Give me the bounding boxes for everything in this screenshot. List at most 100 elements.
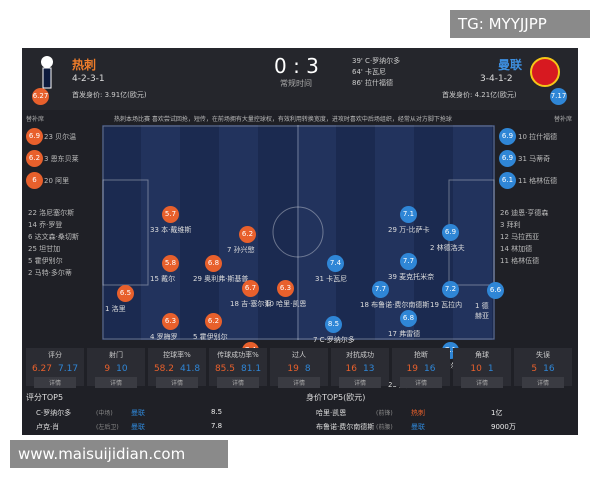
player-rating: 7.2 [442,281,459,298]
stat-values: 16 13 [331,364,389,374]
player-rating: 6.2 [239,226,256,243]
top-name: 布鲁诺·费尔南德斯 [316,423,375,431]
stat-values: 58.2 41.8 [148,364,206,374]
player-name: 1 洛里 [105,305,126,313]
player-name: 2 林德洛夫 [430,244,465,252]
bench-player: 12 马拉西亚 [500,233,540,241]
sub-rating: 6.1 [499,172,516,189]
player-name: 18 布鲁诺·费尔南德斯 [360,301,430,309]
stat-home: 19 [287,364,299,374]
stat-values: 9 10 [87,364,145,374]
top-team: 热刺 [411,409,425,417]
detail-button[interactable]: 详情 [156,377,198,388]
sub-name: 31 马蒂奇 [518,155,551,163]
top-name: 卢克·肖 [36,423,60,431]
away-value: 首发身价: 4.21亿(欧元) [442,91,517,99]
player-name: 29 奥利弗·斯基普 [193,275,249,283]
detail-button[interactable]: 详情 [95,377,137,388]
player-rating: 6.8 [205,255,222,272]
stat-label: 抢断 [414,351,428,359]
stat-away: 8 [304,364,311,374]
stat-away: 13 [363,364,375,374]
stat-label: 角球 [475,351,489,359]
detail-button[interactable]: 详情 [34,377,76,388]
stat-away: 41.8 [180,364,201,374]
stat-label: 传球成功率% [217,351,259,359]
top-value: 1亿 [491,409,503,417]
detail-button[interactable]: 详情 [522,377,564,388]
top-pos: (前腰) [376,424,393,431]
player-name: 39 麦克托米奈 [388,273,435,281]
player-rating: 8.5 [325,316,342,333]
stat-box: 失误 5 16 详情 [514,348,572,388]
summary: 热刺本场比赛 喜欢尝试回抢，短传，在前场拥有大量控球权，有效利用转换宽度，进攻时… [114,116,452,123]
stat-away: 10 [116,364,128,374]
player-name: 1 德赫亚 [475,302,489,320]
sub-name: 20 阿里 [44,177,70,185]
bench-player: 3 拜利 [500,221,521,229]
stat-home: 58.2 [153,364,174,374]
detail-button[interactable]: 详情 [400,377,442,388]
stat-away: 81.1 [241,364,262,374]
bench-label: 替补席 [26,116,45,123]
player-name: 19 瓦拉内 [430,301,463,309]
stat-home: 9 [104,364,111,374]
stat-away: 16 [543,364,555,374]
player-name: 7 孙兴慜 [227,246,255,254]
stat-home: 16 [345,364,357,374]
stat-box: 抢断 19 16 详情 [392,348,450,388]
stat-values: 5 16 [514,364,572,374]
sub-rating: 6.9 [499,150,516,167]
bench-label: 替补席 [554,116,573,123]
sub-rating: 6.2 [26,150,43,167]
stat-box: 角球 10 1 详情 [453,348,511,388]
top-pos: (左后卫) [96,424,119,431]
sub-rating: 6.9 [26,128,43,145]
top-team: 曼联 [131,409,145,417]
stat-home: 5 [531,364,538,374]
away-name: 曼联 [498,58,523,72]
stat-values: 19 8 [270,364,328,374]
player-name: 17 弗雷德 [388,330,421,338]
sub-name: 10 拉什福德 [518,133,558,141]
player-name: 5 霍伊别尔 [193,333,228,341]
detail-button[interactable]: 详情 [217,377,259,388]
bench-player: 26 迪恩·亨德森 [500,209,549,217]
player-name: 18 吉·塞尔索 [230,300,272,308]
player-rating: 5.7 [162,206,179,223]
stat-values: 6.27 7.17 [26,364,84,374]
home-rating: 6.27 [32,88,49,105]
stat-home: 19 [406,364,418,374]
away-logo [530,57,560,87]
away-formation: 3-4-1-2 [480,74,513,84]
player-name: 29 万-比萨卡 [388,226,430,234]
stat-away: 7.17 [58,364,79,374]
stat-box: 对抗成功 16 13 详情 [331,348,389,388]
detail-button[interactable]: 详情 [278,377,320,388]
top-title: 身价TOP5(欧元) [306,393,366,402]
detail-button[interactable]: 详情 [339,377,381,388]
watermark: TG: MYYJJPP [450,10,590,38]
stat-label: 控球率% [163,351,191,359]
top-team: 曼联 [131,423,145,431]
stat-label: 射门 [109,351,123,359]
home-name: 热刺 [72,58,97,72]
stat-home: 6.27 [31,364,52,374]
bench-player: 25 坦甘加 [28,245,61,253]
bench-player: 2 马特·多尔蒂 [28,269,72,277]
top-pos: (中场) [96,410,113,417]
bench-player: 5 霍伊别尔 [28,257,63,265]
bench-player: 14 林加德 [500,245,533,253]
stat-home: 10 [470,364,482,374]
player-rating: 6.3 [277,280,294,297]
player-name: 31 卡瓦尼 [315,275,348,283]
player-name: 33 本·戴维斯 [150,226,192,234]
player-name: 15 戴尔 [150,275,176,283]
sub-rating: 6 [26,172,43,189]
stat-home: 85.5 [214,364,235,374]
stat-away: 1 [487,364,494,374]
stat-box: 射门 9 10 详情 [87,348,145,388]
detail-button[interactable]: 详情 [461,377,503,388]
